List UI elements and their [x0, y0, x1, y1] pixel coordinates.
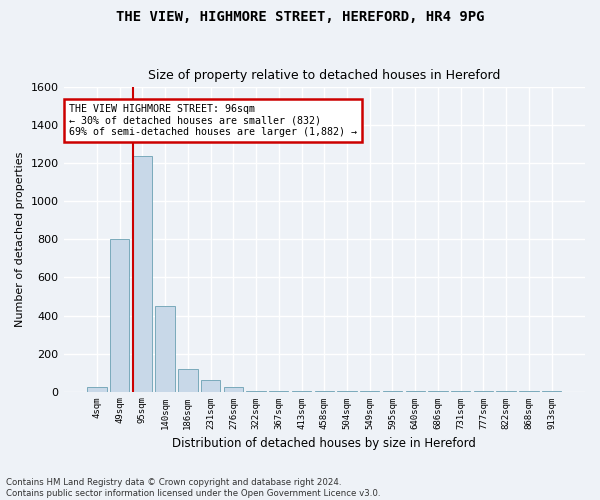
Bar: [542, 390, 561, 392]
Bar: [519, 390, 539, 392]
Bar: [337, 390, 356, 392]
Bar: [247, 390, 266, 392]
Bar: [496, 390, 516, 392]
Bar: [360, 390, 379, 392]
Bar: [110, 240, 130, 392]
Bar: [406, 390, 425, 392]
Text: THE VIEW HIGHMORE STREET: 96sqm
← 30% of detached houses are smaller (832)
69% o: THE VIEW HIGHMORE STREET: 96sqm ← 30% of…: [69, 104, 357, 138]
Bar: [269, 390, 289, 392]
Bar: [178, 368, 197, 392]
Bar: [292, 390, 311, 392]
Text: Contains HM Land Registry data © Crown copyright and database right 2024.
Contai: Contains HM Land Registry data © Crown c…: [6, 478, 380, 498]
X-axis label: Distribution of detached houses by size in Hereford: Distribution of detached houses by size …: [172, 437, 476, 450]
Bar: [474, 390, 493, 392]
Title: Size of property relative to detached houses in Hereford: Size of property relative to detached ho…: [148, 69, 500, 82]
Y-axis label: Number of detached properties: Number of detached properties: [15, 152, 25, 327]
Bar: [314, 390, 334, 392]
Bar: [155, 306, 175, 392]
Bar: [224, 387, 243, 392]
Text: THE VIEW, HIGHMORE STREET, HEREFORD, HR4 9PG: THE VIEW, HIGHMORE STREET, HEREFORD, HR4…: [116, 10, 484, 24]
Bar: [451, 390, 470, 392]
Bar: [383, 390, 402, 392]
Bar: [201, 380, 220, 392]
Bar: [428, 390, 448, 392]
Bar: [133, 156, 152, 392]
Bar: [87, 387, 107, 392]
